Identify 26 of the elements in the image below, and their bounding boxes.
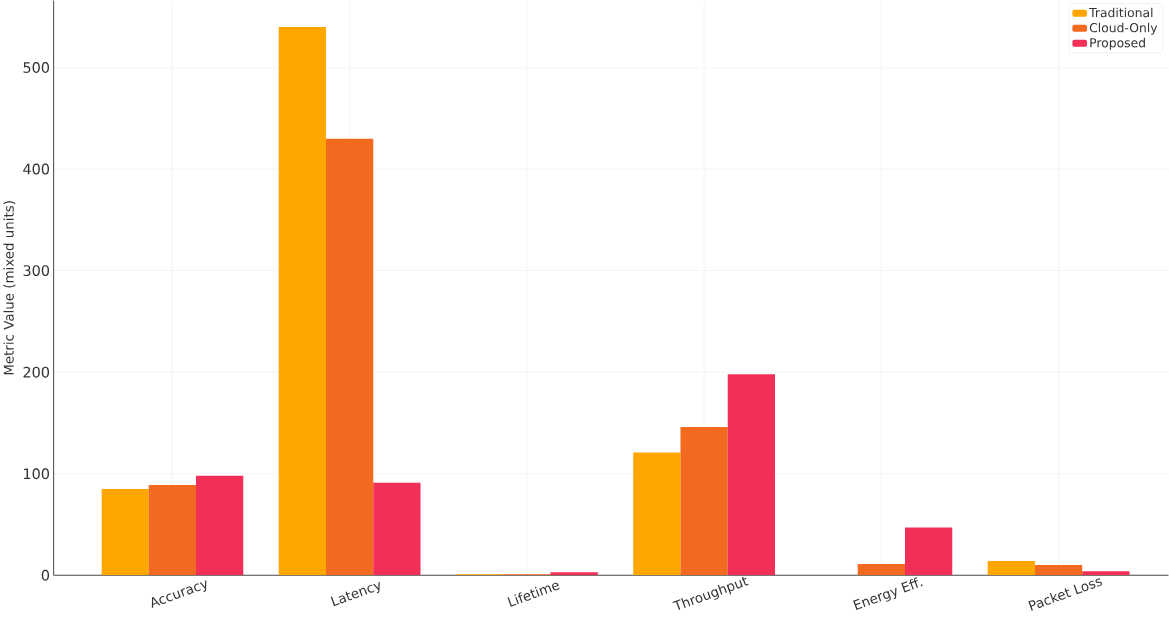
x-tick-label: Energy Eff. bbox=[853, 577, 923, 610]
bar bbox=[1034, 564, 1083, 576]
legend-label: Proposed bbox=[1090, 37, 1145, 50]
bar bbox=[727, 374, 776, 576]
bar bbox=[373, 482, 421, 576]
y-tick-label: 200 bbox=[23, 366, 50, 378]
bar bbox=[1082, 571, 1130, 576]
y-tick-label: 300 bbox=[23, 265, 50, 276]
bar bbox=[550, 572, 598, 576]
bar bbox=[633, 452, 681, 576]
bar bbox=[101, 488, 149, 576]
bar bbox=[196, 475, 244, 576]
bar bbox=[987, 560, 1035, 576]
y-tick-label: 400 bbox=[23, 163, 50, 175]
bar bbox=[857, 563, 905, 576]
legend-label: Traditional bbox=[1089, 7, 1153, 18]
bar bbox=[680, 426, 728, 576]
bar bbox=[325, 138, 374, 576]
y-tick-label: 100 bbox=[24, 468, 50, 480]
bar bbox=[278, 26, 326, 576]
y-axis-title: Metric Value (mixed units) bbox=[3, 201, 16, 375]
legend-label: Cloud-Only bbox=[1089, 22, 1158, 35]
bar bbox=[148, 484, 197, 576]
y-tick-label: 0 bbox=[41, 569, 50, 581]
bar bbox=[904, 527, 953, 576]
y-tick-label: 500 bbox=[23, 61, 50, 73]
